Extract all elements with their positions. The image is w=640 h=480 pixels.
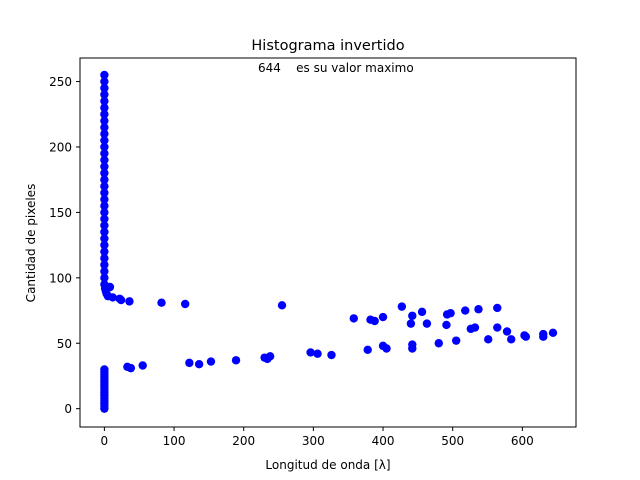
data-point: [507, 335, 516, 344]
data-point: [100, 103, 109, 112]
y-tick-label: 250: [49, 75, 72, 89]
data-point: [100, 116, 109, 126]
data-point: [100, 254, 109, 263]
data-point: [493, 323, 502, 332]
data-point: [277, 301, 287, 310]
data-point: [100, 195, 109, 204]
data-point: [451, 336, 461, 345]
data-point: [108, 293, 117, 302]
chart-title: Histograma invertido: [251, 38, 404, 54]
data-point: [100, 83, 109, 93]
data-point: [313, 349, 322, 358]
x-axis-label: Longitud de onda [λ]: [265, 458, 390, 472]
data-point: [100, 267, 109, 276]
data-point: [100, 188, 109, 197]
data-point: [406, 319, 416, 328]
data-point: [100, 123, 109, 132]
data-point: [422, 319, 432, 328]
x-tick-label: 400: [372, 434, 395, 448]
data-point: [157, 298, 166, 307]
data-point: [100, 96, 109, 106]
data-point: [100, 70, 109, 80]
x-tick-label: 0: [101, 434, 109, 448]
data-point: [493, 303, 502, 313]
data-point: [306, 348, 315, 357]
data-point: [100, 129, 109, 139]
y-tick-label: 150: [49, 206, 72, 220]
data-point: [206, 357, 216, 366]
x-axis-ticks: 0 100 200 300 400 500 600: [101, 427, 534, 448]
x-tick-label: 300: [302, 434, 325, 448]
data-point: [521, 332, 531, 341]
data-point: [382, 344, 391, 353]
y-axis-label: Cantidad de pixeles: [24, 184, 38, 303]
y-tick-label: 50: [57, 337, 72, 351]
data-point: [502, 327, 512, 336]
data-point: [100, 162, 109, 171]
data-point: [408, 311, 417, 320]
data-point: [100, 149, 109, 158]
data-point: [548, 328, 558, 337]
data-point: [397, 302, 407, 311]
data-points-layer: [100, 70, 558, 413]
data-point: [125, 297, 134, 306]
data-point: [446, 308, 455, 318]
data-point: [100, 221, 109, 230]
data-point: [100, 175, 109, 184]
data-point: [363, 345, 372, 354]
y-tick-label: 100: [49, 271, 72, 285]
chart-annotation: 644 es su valor maximo: [258, 61, 414, 75]
data-point: [100, 234, 109, 243]
data-point: [100, 247, 109, 256]
data-point: [442, 320, 451, 330]
plot-frame: [79, 57, 577, 428]
x-tick-label: 200: [232, 434, 255, 448]
y-tick-label: 0: [64, 402, 72, 416]
data-point: [100, 155, 109, 165]
data-point: [100, 142, 109, 152]
data-point: [100, 273, 109, 283]
data-point: [194, 359, 204, 369]
data-point: [105, 282, 115, 292]
data-point: [434, 339, 443, 348]
data-point: [470, 323, 480, 332]
data-point: [474, 305, 483, 314]
data-point: [231, 356, 241, 365]
data-point: [265, 352, 275, 361]
data-point: [116, 295, 126, 305]
data-point: [100, 182, 109, 191]
data-point: [417, 307, 427, 317]
data-point: [100, 260, 109, 269]
data-point: [100, 240, 109, 250]
x-tick-label: 500: [441, 434, 464, 448]
data-point: [539, 332, 548, 341]
data-point: [100, 214, 109, 224]
data-point: [100, 90, 109, 99]
data-point: [185, 358, 194, 368]
data-point: [100, 365, 109, 374]
x-tick-label: 100: [163, 434, 186, 448]
data-point: [100, 110, 109, 119]
data-point: [100, 136, 109, 145]
data-point: [100, 201, 109, 211]
y-axis-ticks: 0 50 100 150 200 250: [49, 75, 80, 416]
data-point: [100, 227, 109, 237]
data-point: [100, 168, 109, 178]
data-point: [138, 361, 147, 370]
data-point: [408, 340, 417, 349]
data-point: [126, 363, 136, 373]
data-point: [327, 350, 336, 360]
data-point: [100, 208, 109, 217]
y-tick-label: 200: [49, 140, 72, 154]
x-tick-label: 600: [511, 434, 534, 448]
data-point: [180, 299, 190, 309]
data-point: [349, 314, 358, 323]
data-point: [461, 306, 470, 315]
data-point: [100, 77, 109, 86]
data-point: [370, 316, 379, 326]
data-point: [484, 335, 493, 344]
data-point: [378, 312, 388, 322]
